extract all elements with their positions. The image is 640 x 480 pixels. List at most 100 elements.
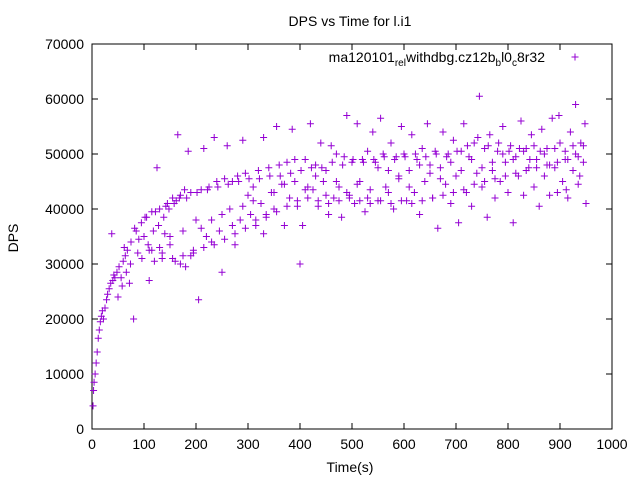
data-point xyxy=(436,164,444,172)
x-tick-label: 400 xyxy=(288,436,312,452)
data-point xyxy=(218,268,226,276)
data-point xyxy=(475,92,483,100)
data-point xyxy=(366,186,374,194)
data-point xyxy=(291,156,299,163)
data-point xyxy=(262,211,270,218)
data-point xyxy=(266,172,274,180)
y-axis-label: DPS xyxy=(5,224,21,253)
data-point xyxy=(488,158,496,166)
data-point xyxy=(401,153,409,161)
data-point xyxy=(457,167,465,174)
data-point xyxy=(538,125,546,133)
data-point xyxy=(572,150,580,158)
x-tick-label: 700 xyxy=(444,436,468,452)
data-point xyxy=(499,123,507,130)
y-tick-label: 60000 xyxy=(45,91,84,107)
y-tick-label: 0 xyxy=(76,421,84,437)
data-point xyxy=(491,194,499,202)
data-point xyxy=(241,224,249,232)
data-point xyxy=(369,128,377,136)
data-point xyxy=(447,158,455,166)
data-point xyxy=(429,194,437,202)
data-point xyxy=(474,134,482,141)
data-point xyxy=(370,156,378,163)
data-point xyxy=(148,246,156,254)
data-point xyxy=(195,296,203,304)
data-point xyxy=(439,128,447,136)
data-point xyxy=(280,180,288,188)
data-point xyxy=(118,282,126,290)
data-point xyxy=(105,285,113,293)
data-point xyxy=(202,233,210,240)
data-point xyxy=(408,200,416,207)
data-point xyxy=(273,123,281,130)
data-point xyxy=(255,175,263,183)
data-point xyxy=(359,158,367,166)
data-point xyxy=(491,175,499,183)
data-point xyxy=(141,213,149,221)
data-point xyxy=(176,260,184,268)
data-point xyxy=(397,197,405,205)
data-point xyxy=(581,120,589,128)
data-point xyxy=(517,117,525,125)
data-point xyxy=(228,222,236,229)
data-point xyxy=(322,167,330,174)
data-point xyxy=(443,153,451,161)
data-point xyxy=(126,260,134,268)
data-point xyxy=(522,167,530,174)
data-point xyxy=(405,167,413,174)
data-point xyxy=(181,186,189,194)
data-point xyxy=(270,189,278,196)
data-point xyxy=(151,208,159,216)
x-tick-label: 600 xyxy=(392,436,416,452)
data-point xyxy=(478,183,486,191)
data-point xyxy=(249,183,257,191)
data-point xyxy=(307,164,315,172)
data-point xyxy=(470,139,478,147)
data-points xyxy=(89,92,590,410)
data-point xyxy=(374,164,382,172)
data-point xyxy=(426,161,434,169)
data-point xyxy=(187,189,195,196)
data-point xyxy=(145,277,153,284)
data-point xyxy=(576,172,584,180)
data-point xyxy=(322,191,330,199)
data-point xyxy=(481,145,489,152)
data-point xyxy=(481,178,489,185)
data-point xyxy=(166,241,174,249)
data-point xyxy=(439,191,447,199)
data-point xyxy=(349,156,357,163)
data-point xyxy=(551,164,559,172)
data-point xyxy=(247,211,255,218)
data-point xyxy=(93,348,101,356)
legend-part-3: ithdbg.cz12b xyxy=(416,49,496,65)
data-point xyxy=(553,189,561,196)
data-point xyxy=(332,150,340,158)
data-point xyxy=(110,271,118,279)
data-point xyxy=(169,194,177,202)
data-point xyxy=(319,178,327,185)
legend-marker xyxy=(571,53,579,61)
data-point xyxy=(108,230,116,238)
data-point xyxy=(149,227,157,235)
data-point xyxy=(304,194,312,202)
x-tick-label: 900 xyxy=(548,436,572,452)
data-point xyxy=(125,279,133,287)
data-point xyxy=(234,172,242,180)
data-point xyxy=(301,186,309,194)
data-point xyxy=(121,252,129,260)
x-tick-label: 100 xyxy=(132,436,156,452)
data-point xyxy=(411,150,419,158)
y-tick-label: 40000 xyxy=(45,201,84,217)
data-point xyxy=(377,114,385,122)
data-point xyxy=(150,257,158,265)
data-point xyxy=(533,164,541,172)
data-point xyxy=(213,178,221,185)
data-point xyxy=(488,167,496,174)
data-point xyxy=(104,290,112,298)
data-point xyxy=(89,402,97,410)
data-point xyxy=(226,205,234,213)
data-point xyxy=(312,172,320,180)
data-point xyxy=(161,230,169,238)
